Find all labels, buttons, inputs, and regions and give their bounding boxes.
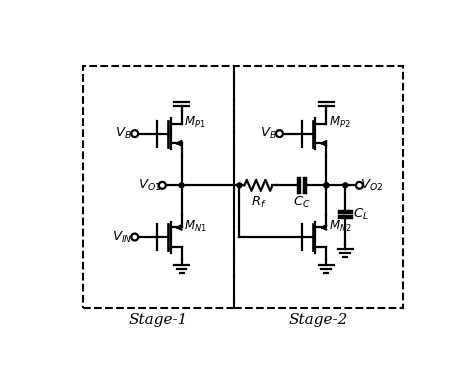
Circle shape [324,183,329,188]
Circle shape [131,233,138,240]
Text: $M_{N2}$: $M_{N2}$ [329,218,352,233]
Text: $V_B$: $V_B$ [260,126,277,141]
Circle shape [343,183,348,188]
Text: $V_{O1}$: $V_{O1}$ [138,178,162,193]
Text: $V_{IN}$: $V_{IN}$ [112,229,133,244]
Text: $C_C$: $C_C$ [293,195,310,210]
Text: $C_L$: $C_L$ [353,207,369,222]
Text: $V_{O2}$: $V_{O2}$ [360,178,383,193]
Circle shape [356,182,363,189]
Text: $M_{P2}$: $M_{P2}$ [329,115,351,130]
Text: $R_f$: $R_f$ [251,195,266,210]
Text: Stage-2: Stage-2 [289,313,348,327]
Bar [234,66,403,308]
Circle shape [324,183,329,188]
Bar [82,66,234,308]
Circle shape [131,130,138,137]
Text: Stage-1: Stage-1 [129,313,188,327]
Circle shape [276,130,283,137]
Text: $M_{P1}$: $M_{P1}$ [184,115,206,130]
Circle shape [179,183,184,188]
Circle shape [159,182,166,189]
Circle shape [237,183,242,188]
Text: $M_{N1}$: $M_{N1}$ [184,218,207,233]
Text: $V_B$: $V_B$ [115,126,132,141]
